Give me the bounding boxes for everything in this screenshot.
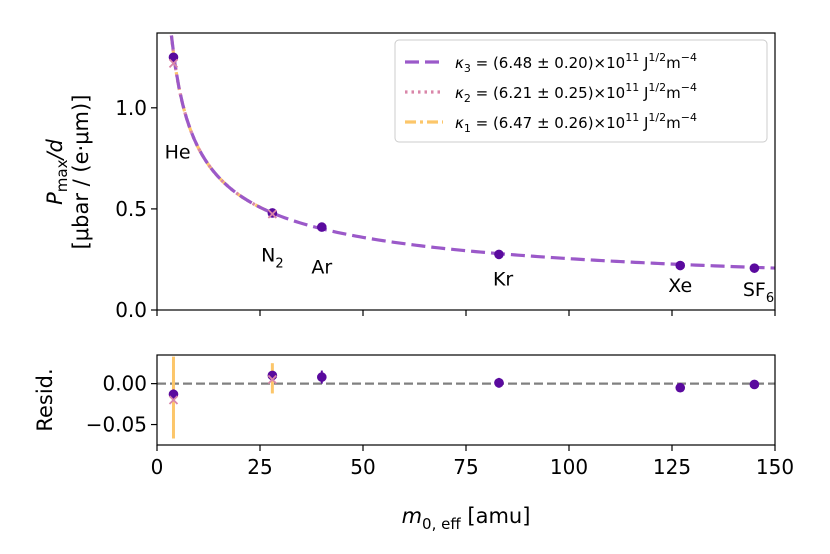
x-tick-label: 150 <box>756 455 794 479</box>
x-tick-label: 75 <box>453 455 478 479</box>
gas-label-subscript: 2 <box>275 256 283 271</box>
fit-curve-κ1 <box>169 35 273 215</box>
data-point-Kr <box>494 249 504 260</box>
x-tick-label: 25 <box>247 455 272 479</box>
legend-entry-κ2: κ2 = (6.21 ± 0.25)×1011 J1/2m−4 <box>455 81 697 105</box>
data-point-Xe <box>675 260 686 271</box>
gas-label: SF6 <box>743 279 774 306</box>
y-tick-label: 0.0 <box>115 298 147 322</box>
gas-label: Xe <box>668 275 692 297</box>
x-axis-label-subscript: 0, eff <box>422 515 461 533</box>
residual-y-tick-label: 0.00 <box>102 372 147 396</box>
residual-point <box>749 379 760 390</box>
residual-x-marker <box>168 395 179 405</box>
y-axis-label: Pmax/d [μbar / (e·μm)] <box>43 95 93 250</box>
fit-curve-κ3 <box>169 35 775 270</box>
fit-curves <box>169 35 775 270</box>
y-axis-label-line2: [μbar / (e·μm)] <box>69 95 93 250</box>
gas-label: He <box>165 141 191 163</box>
residual-point <box>317 372 327 382</box>
y-axis-label-line1: Pmax/d <box>43 138 71 204</box>
y-tick-label: 1.0 <box>115 96 147 120</box>
gas-label: N2 <box>261 244 284 271</box>
x-tick-label: 0 <box>151 455 164 479</box>
residual-point <box>494 378 504 388</box>
legend: κ3 = (6.48 ± 0.20)×1011 J1/2m−4 κ2 = (6.2… <box>394 39 768 143</box>
gas-label-subscript: 6 <box>766 291 774 306</box>
legend-entry-κ3: κ3 = (6.48 ± 0.20)×1011 J1/2m−4 <box>455 51 697 75</box>
legend-entry-κ1: κ1 = (6.47 ± 0.26)×1011 J1/2m−4 <box>455 111 697 135</box>
main-plot: He N2 Ar Kr Xe SF6 0.0 0.5 1.0 Pmax/d [μbar / (e·μ… <box>43 32 776 322</box>
x-tick-label: 125 <box>653 455 691 479</box>
data-point-Ar <box>317 222 327 232</box>
residual-y-axis-label: Resid. <box>33 368 57 431</box>
fit-curve-κ2 <box>169 35 273 215</box>
residual-frame <box>156 354 776 446</box>
x-marker <box>267 209 277 219</box>
legend-box <box>394 39 768 143</box>
residual-point <box>675 382 686 393</box>
residual-plot: −0.05 0.00 0 25 50 75 100 125 150 Resid. m0, eff [… <box>33 354 794 533</box>
x-marker <box>168 58 179 68</box>
x-tick-label: 100 <box>550 455 588 479</box>
gas-label: Kr <box>493 269 513 291</box>
y-axis-label-subscript: max <box>53 159 71 192</box>
gas-label: Ar <box>311 257 332 279</box>
residual-x-marker <box>267 374 277 385</box>
residual-y-tick-label: −0.05 <box>86 413 147 437</box>
data-point-SF6 <box>749 263 760 273</box>
x-axis-label: m0, eff [amu] <box>402 504 531 533</box>
y-tick-label: 0.5 <box>115 197 147 221</box>
x-tick-label: 50 <box>350 455 375 479</box>
